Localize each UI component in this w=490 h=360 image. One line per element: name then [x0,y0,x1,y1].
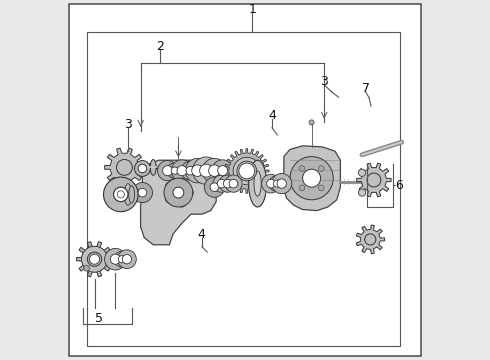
Circle shape [118,256,125,263]
Circle shape [118,250,136,269]
Circle shape [81,246,107,272]
Circle shape [213,175,230,192]
Polygon shape [141,160,216,245]
Circle shape [178,178,186,185]
Circle shape [204,177,224,197]
Circle shape [177,166,187,176]
Circle shape [318,185,324,191]
Polygon shape [356,225,385,254]
Circle shape [239,163,255,179]
Circle shape [277,179,286,188]
Text: 1: 1 [248,3,256,15]
Polygon shape [357,163,391,197]
Polygon shape [284,146,341,211]
Circle shape [218,166,228,176]
Ellipse shape [248,160,267,207]
Circle shape [193,157,220,184]
Circle shape [132,183,152,203]
Circle shape [358,169,366,176]
Circle shape [114,187,128,202]
Circle shape [164,178,193,207]
Circle shape [114,251,130,267]
Circle shape [217,179,226,188]
Circle shape [185,158,210,183]
Circle shape [299,185,305,191]
Circle shape [210,183,219,192]
Circle shape [303,169,320,187]
Circle shape [87,252,101,266]
Circle shape [181,161,199,180]
Ellipse shape [150,159,156,175]
Circle shape [202,158,227,183]
Text: 3: 3 [320,75,328,87]
Circle shape [365,234,376,245]
Circle shape [237,161,257,181]
Text: 3: 3 [124,118,132,131]
Circle shape [267,179,275,188]
Text: 2: 2 [156,40,164,53]
Circle shape [358,189,366,196]
Circle shape [166,196,172,203]
Circle shape [90,254,99,264]
Circle shape [166,182,172,189]
Text: 7: 7 [362,82,369,95]
Bar [87,32,400,346]
Circle shape [367,173,381,187]
Circle shape [290,157,333,200]
Circle shape [178,200,186,207]
Circle shape [167,163,183,179]
Text: 4: 4 [198,228,206,240]
Circle shape [117,191,124,198]
Circle shape [199,164,213,177]
Circle shape [117,159,132,175]
Circle shape [122,255,132,264]
Text: 4: 4 [268,109,276,122]
Circle shape [138,188,147,197]
Circle shape [269,176,285,192]
Polygon shape [76,242,112,277]
Circle shape [186,189,194,196]
Circle shape [134,161,150,176]
Circle shape [219,175,236,192]
Circle shape [192,165,203,176]
Circle shape [318,166,324,171]
Circle shape [110,254,121,264]
Circle shape [114,187,128,202]
Polygon shape [105,148,144,187]
Text: 5: 5 [95,312,103,325]
Circle shape [157,161,178,181]
Circle shape [262,174,280,193]
Circle shape [84,265,90,271]
Circle shape [309,120,314,125]
Circle shape [173,187,184,198]
Circle shape [186,166,195,175]
Circle shape [273,180,281,187]
Circle shape [171,167,178,174]
Ellipse shape [254,171,261,196]
Circle shape [138,164,147,173]
Circle shape [103,177,138,212]
Circle shape [225,175,242,192]
Circle shape [104,248,126,270]
Ellipse shape [124,184,132,205]
Circle shape [299,166,305,171]
Circle shape [171,160,193,181]
Polygon shape [224,149,269,193]
Circle shape [212,160,233,181]
Circle shape [233,157,261,185]
Circle shape [223,179,232,188]
Text: 6: 6 [395,179,403,192]
Circle shape [271,174,292,194]
Circle shape [209,165,220,176]
Ellipse shape [129,186,134,203]
Circle shape [163,166,172,176]
Circle shape [229,179,238,188]
